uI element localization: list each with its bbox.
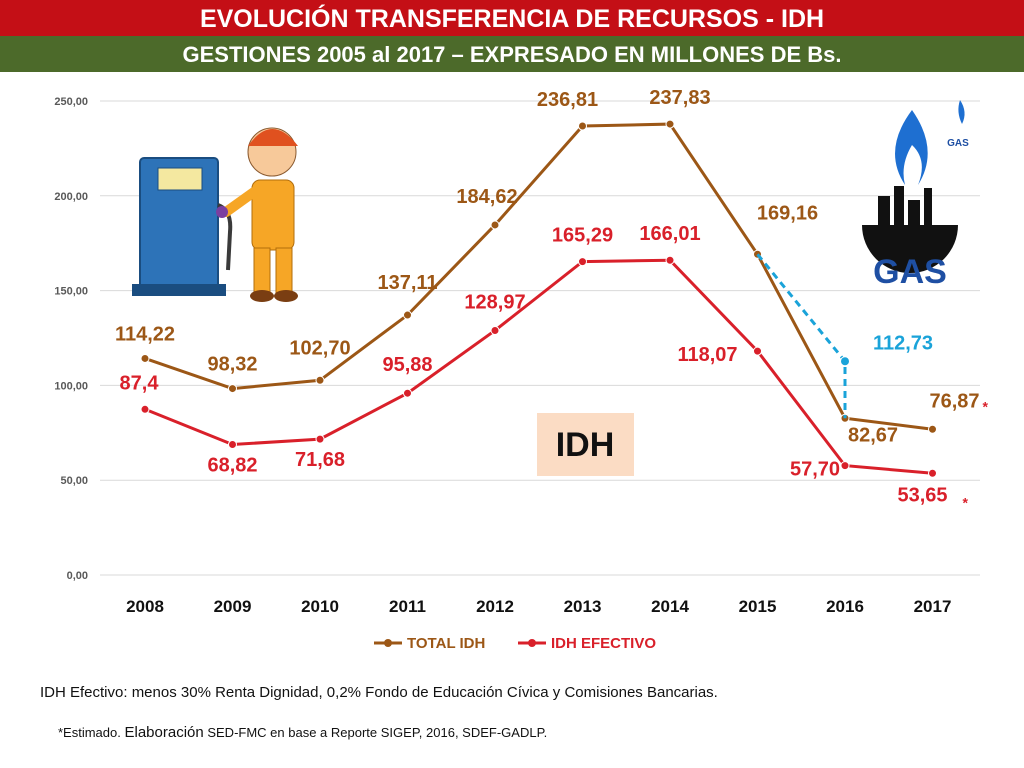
data-label: 169,16 [757, 202, 818, 224]
data-label: 76,87 [929, 390, 979, 412]
data-label: 137,11 [377, 272, 437, 294]
data-label: 87,4 [120, 372, 160, 394]
y-tick-label: 200,00 [54, 191, 88, 203]
data-point [315, 375, 325, 385]
alt-2016-label: 112,73 [873, 332, 933, 354]
data-label: 98,32 [207, 354, 257, 376]
fuel-attendant-illustration [132, 127, 298, 302]
footnote-idh-efectivo: IDH Efectivo: menos 30% Renta Dignidad, … [40, 684, 718, 701]
footnote-estimate: *Estimado. [58, 725, 121, 740]
legend: TOTAL IDH IDH EFECTIVO [374, 635, 656, 652]
data-point [578, 257, 587, 267]
legend-entry: TOTAL IDH [407, 635, 485, 652]
x-tick-label: 2016 [826, 597, 864, 616]
data-label: 82,67 [848, 424, 898, 446]
data-point [403, 388, 412, 398]
data-point [753, 346, 762, 356]
y-tick-label: 100,00 [54, 380, 88, 392]
x-tick-label: 2013 [564, 597, 602, 616]
data-point [403, 310, 412, 320]
y-tick-label: 50,00 [60, 475, 88, 487]
data-point [928, 468, 937, 478]
data-label: 114,22 [115, 323, 175, 345]
data-point [228, 440, 237, 450]
gas-logo-text: GAS [873, 253, 947, 291]
x-tick-label: 2008 [126, 597, 164, 616]
data-label: 165,29 [552, 225, 613, 247]
data-label: 53,65 [897, 484, 947, 506]
data-point [928, 424, 937, 434]
data-point [315, 434, 325, 444]
data-label: 71,68 [295, 449, 345, 471]
data-point [490, 325, 500, 335]
data-labels: 114,22 98,32 102,70 137,11 184,62 236,81 237,8… [115, 87, 989, 510]
idh-box-label: IDH [556, 426, 615, 464]
series-group [140, 119, 937, 478]
x-tick-label: 2015 [739, 597, 777, 616]
y-tick-label: 150,00 [54, 286, 88, 298]
y-axis-tick-labels: 0,00 50,00 100,00 150,00 200,00 250,00 [54, 96, 88, 582]
alt-2016-point [840, 356, 850, 367]
footnote-source-text: SED-FMC en base a Reporte SIGEP, 2016, S… [207, 725, 548, 740]
data-label: 95,88 [382, 354, 432, 376]
data-point [665, 119, 675, 129]
data-label: 166,01 [639, 223, 700, 245]
data-point [578, 121, 587, 131]
estimate-mark: * [983, 398, 989, 414]
data-point [490, 220, 500, 230]
data-label: 237,83 [649, 87, 710, 109]
y-tick-label: 250,00 [54, 96, 88, 108]
gas-logo-small-text: GAS [947, 138, 969, 149]
x-tick-label: 2010 [301, 597, 339, 616]
data-point [228, 384, 237, 394]
chart-subtitle: GESTIONES 2005 al 2017 – EXPRESADO EN MI… [0, 36, 1024, 72]
footnote-elaboracion: Elaboración [124, 724, 204, 741]
data-label: 236,81 [537, 89, 598, 111]
x-tick-label: 2009 [214, 597, 252, 616]
footnote-source: *Estimado. Elaboración SED-FMC en base a… [58, 724, 547, 741]
chart-title: EVOLUCIÓN TRANSFERENCIA DE RECURSOS - ID… [0, 0, 1024, 36]
gas-logo: GAS GAS [862, 100, 969, 291]
data-point [665, 255, 675, 265]
data-label: 128,97 [464, 291, 525, 313]
estimate-mark: * [963, 494, 969, 510]
x-tick-label: 2017 [914, 597, 952, 616]
series-line-idh-efectivo [144, 258, 933, 475]
series-line-total-idh [144, 122, 933, 431]
data-point [840, 461, 850, 471]
legend-swatch-marker [384, 639, 392, 647]
legend-entry: IDH EFECTIVO [551, 635, 656, 652]
data-label: 118,07 [677, 344, 737, 366]
x-axis-tick-labels: 2008 2009 2010 2011 2012 2013 2014 2015 2016 2017 [126, 597, 951, 616]
data-label: 102,70 [289, 337, 350, 359]
data-point [140, 353, 150, 363]
data-label: 68,82 [207, 455, 257, 477]
y-tick-label: 0,00 [67, 570, 88, 582]
x-tick-label: 2012 [476, 597, 514, 616]
data-label: 184,62 [456, 186, 517, 208]
idh-box [537, 413, 634, 476]
data-point [140, 404, 150, 414]
data-label: 57,70 [790, 459, 840, 481]
legend-swatch-marker [528, 639, 536, 647]
x-tick-label: 2011 [389, 597, 426, 616]
x-tick-label: 2014 [651, 597, 689, 616]
